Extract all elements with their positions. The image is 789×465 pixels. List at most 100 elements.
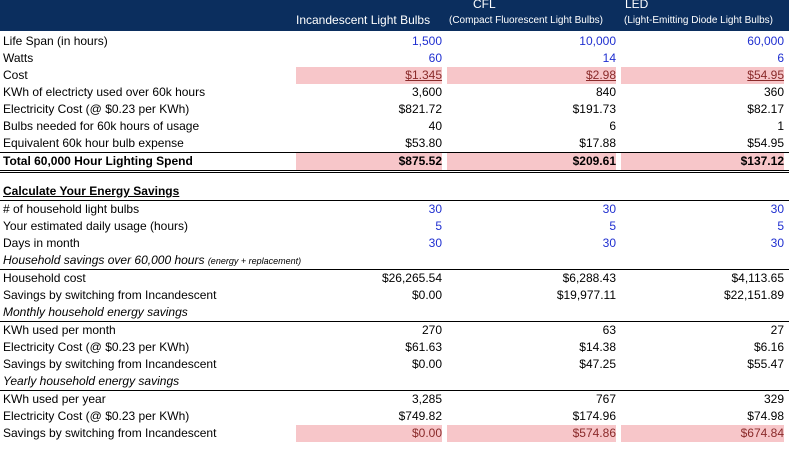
row-cost: Cost $1.345 $2.98 $54.95 [0,67,789,84]
input-cfl[interactable]: 5 [609,219,616,233]
section-title: Household savings over 60,000 hours (ene… [3,252,301,270]
cell-led: $54.95 [747,136,784,150]
row-label: # of household light bulbs [3,202,140,216]
input-led[interactable]: 30 [770,202,784,216]
section-note: (energy + replacement) [207,256,302,266]
cell-incandescent[interactable]: 60 [428,51,442,65]
input-cfl[interactable]: 30 [602,236,616,250]
row-bulb-expense: Equivalent 60k hour bulb expense $53.80 … [0,135,789,152]
cell-cfl[interactable]: 14 [602,51,616,65]
section-title: Calculate Your Energy Savings [3,184,180,198]
row-household-cost: Household cost $26,265.54 $6,288.43 $4,1… [0,270,789,287]
section-title-text: Household savings over 60,000 hours [3,253,205,267]
input-led[interactable]: 30 [770,236,784,250]
input-incandescent[interactable]: 5 [435,219,442,233]
row-kwh-year: KWh used per year 3,285 767 329 [0,391,789,408]
cell-led: 360 [763,85,784,99]
cell-led: 27 [770,323,784,337]
cell-cfl[interactable]: $2.98 [447,67,616,84]
cell-incandescent[interactable]: $1.345 [296,67,442,84]
row-label: Savings by switching from Incandescent [3,357,217,371]
cell-cfl: 6 [609,119,616,133]
cell-incandescent: $26,265.54 [381,271,442,285]
cell-led[interactable]: 60,000 [747,34,784,48]
cell-cfl: $17.88 [579,136,616,150]
cell-cfl: 63 [602,323,616,337]
cell-led: $55.47 [747,357,784,371]
row-household-savings: Savings by switching from Incandescent $… [0,287,789,304]
row-label: Days in month [3,236,80,250]
row-label: Electricity Cost (@ $0.23 per KWh) [3,340,190,354]
header-led-long: (Light-Emitting Diode Light Bulbs) [624,15,773,26]
section-calculate: Calculate Your Energy Savings [0,183,789,201]
row-label: Cost [3,68,28,82]
input-incandescent[interactable]: 30 [428,236,442,250]
row-bulbs-needed: Bulbs needed for 60k hours of usage 40 6… [0,118,789,135]
cell-incandescent: $749.82 [398,409,442,423]
row-kwh-month: KWh used per month 270 63 27 [0,322,789,339]
cost-link[interactable]: $1.345 [405,68,442,82]
row-label: Life Span (in hours) [3,34,108,48]
cell-incandescent: $0.00 [411,357,442,371]
spacer [0,173,789,183]
input-incandescent[interactable]: 30 [428,202,442,216]
row-label: Total 60,000 Hour Lighting Spend [3,154,193,168]
cell-led: $74.98 [747,409,784,423]
row-label: Electricity Cost (@ $0.23 per KWh) [3,102,190,116]
cell-led[interactable]: 6 [777,51,784,65]
row-label: Household cost [3,271,86,285]
row-label: Savings by switching from Incandescent [3,426,217,440]
row-label: Your estimated daily usage (hours) [3,219,188,233]
row-household-bulbs: # of household light bulbs 30 30 30 [0,201,789,218]
cell-cfl: $574.86 [447,425,616,442]
cell-cfl: $47.25 [579,357,616,371]
cell-led[interactable]: $54.95 [621,67,784,84]
row-days-in-month: Days in month 30 30 30 [0,235,789,252]
cell-incandescent[interactable]: 1,500 [411,34,442,48]
cell-led: $82.17 [747,102,784,116]
row-label: Equivalent 60k hour bulb expense [3,136,184,150]
cell-cfl: 840 [595,85,616,99]
column-header-bar: Incandescent Light Bulbs CFL (Compact Fl… [0,0,789,31]
cell-led: 329 [763,392,784,406]
row-life-span: Life Span (in hours) 1,500 10,000 60,000 [0,33,789,50]
section-title: Monthly household energy savings [3,305,188,319]
cell-incandescent: $875.52 [296,153,442,170]
row-monthly-cost: Electricity Cost (@ $0.23 per KWh) $61.6… [0,339,789,356]
row-label: Savings by switching from Incandescent [3,288,217,302]
cell-led: $6.16 [753,340,784,354]
cell-led: $4,113.65 [731,271,785,285]
cell-incandescent: $61.63 [405,340,442,354]
row-kwh: KWh of electricty used over 60k hours 3,… [0,84,789,101]
input-cfl[interactable]: 30 [602,202,616,216]
cell-incandescent: 3,285 [411,392,442,406]
row-yearly-cost: Electricity Cost (@ $0.23 per KWh) $749.… [0,408,789,425]
header-led-short: LED [625,0,649,11]
row-label: KWh of electricty used over 60k hours [3,85,206,99]
row-label: Watts [3,51,34,65]
cell-cfl: $19,977.11 [556,288,616,302]
cost-link[interactable]: $2.98 [585,68,616,82]
row-label: Bulbs needed for 60k hours of usage [3,119,200,133]
cost-link[interactable]: $54.95 [747,68,784,82]
cell-cfl: $191.73 [572,102,616,116]
section-monthly: Monthly household energy savings [0,304,789,322]
row-electricity-cost: Electricity Cost (@ $0.23 per KWh) $821.… [0,101,789,118]
cell-cfl: 767 [595,392,616,406]
cell-incandescent: 40 [428,119,442,133]
header-cfl-short: CFL [473,0,496,11]
spreadsheet: Life Span (in hours) 1,500 10,000 60,000… [0,31,789,442]
row-label: Electricity Cost (@ $0.23 per KWh) [3,409,190,423]
header-incandescent: Incandescent Light Bulbs [296,13,431,27]
row-monthly-savings: Savings by switching from Incandescent $… [0,356,789,373]
cell-led: $674.84 [621,425,784,442]
section-household: Household savings over 60,000 hours (ene… [0,252,789,270]
cell-cfl: $174.96 [572,409,616,423]
cell-incandescent: $821.72 [398,102,442,116]
cell-cfl: $6,288.43 [562,271,616,285]
cell-cfl[interactable]: 10,000 [579,34,616,48]
cell-incandescent: $53.80 [405,136,442,150]
input-led[interactable]: 5 [777,219,784,233]
cell-cfl: $14.38 [579,340,616,354]
row-watts: Watts 60 14 6 [0,50,789,67]
